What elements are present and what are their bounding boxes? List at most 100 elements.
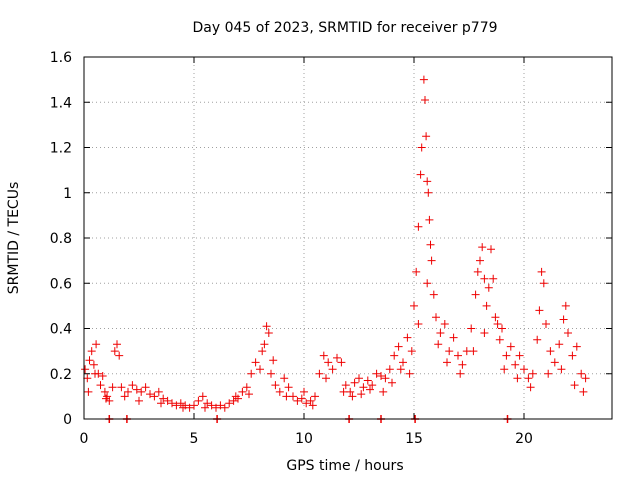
data-point (416, 170, 425, 179)
data-point (179, 403, 187, 412)
data-point (159, 394, 168, 403)
data-point (489, 274, 498, 283)
data-point (390, 351, 399, 360)
data-point (341, 381, 350, 390)
data-point (434, 340, 443, 349)
data-point (262, 322, 271, 331)
data-point (308, 401, 317, 410)
data-point (328, 365, 337, 374)
data-point (231, 392, 240, 401)
data-point (559, 315, 568, 324)
data-point (414, 222, 423, 231)
data-point (87, 347, 96, 356)
data-point (85, 356, 94, 365)
data-point (350, 378, 359, 387)
data-point (355, 374, 363, 383)
data-point (315, 369, 324, 378)
data-point (511, 360, 520, 369)
axis-ticks: 0 5 10 15 20 0 0.2 0.4 0.6 0.8 1 1.2 1.4 1.6 (50, 50, 612, 447)
data-point (399, 358, 407, 367)
data-point (251, 358, 260, 367)
data-point (220, 403, 229, 412)
data-point (368, 381, 377, 390)
data-point (216, 401, 225, 410)
data-point (429, 290, 438, 299)
x-tick-label: 10 (295, 431, 313, 447)
data-point (454, 351, 462, 360)
data-point (561, 301, 570, 310)
data-point (339, 387, 348, 396)
data-point (258, 347, 267, 356)
data-point (212, 403, 220, 412)
data-point (110, 347, 119, 356)
data-point (419, 75, 428, 84)
data-point (89, 360, 98, 369)
data-point (176, 399, 185, 408)
data-point (201, 403, 209, 412)
data-point (225, 399, 234, 408)
data-point (348, 392, 357, 401)
data-point (324, 358, 333, 367)
data-point (284, 383, 293, 392)
data-point (141, 383, 150, 392)
data-point (535, 306, 544, 315)
data-point (513, 374, 522, 383)
data-point (544, 369, 553, 378)
data-point (120, 392, 129, 401)
data-point (96, 381, 105, 390)
data-point (473, 267, 482, 276)
data-point (100, 387, 109, 396)
data-point (302, 399, 311, 408)
x-tick-label: 15 (405, 431, 423, 447)
data-point (471, 290, 480, 299)
data-point (396, 365, 405, 374)
data-point (577, 369, 586, 378)
data-point (275, 387, 284, 396)
data-point (337, 358, 346, 367)
data-point (539, 279, 548, 288)
data-point (363, 376, 372, 385)
data-point (422, 132, 431, 141)
data-point (163, 396, 172, 405)
grid (84, 57, 612, 419)
y-tick-label: 0.8 (50, 231, 72, 247)
x-tick-label: 20 (515, 431, 533, 447)
data-point (388, 378, 396, 387)
y-tick-label: 0 (63, 412, 72, 428)
data-point (480, 329, 489, 337)
data-point (506, 342, 515, 351)
y-tick-label: 0.4 (50, 322, 72, 338)
data-point (394, 342, 403, 351)
data-point (480, 274, 489, 283)
data-point (150, 392, 159, 401)
y-tick-label: 1 (63, 186, 72, 202)
data-point (269, 356, 278, 365)
data-point (385, 365, 394, 374)
data-point (172, 401, 181, 410)
data-point (564, 329, 572, 337)
data-point (482, 301, 491, 310)
data-point (568, 351, 577, 360)
data-point (410, 301, 418, 310)
chart-title: Day 045 of 2023, SRMTID for receiver p77… (192, 20, 497, 36)
data-point (108, 383, 117, 392)
data-point (146, 390, 154, 399)
data-point (458, 360, 467, 369)
data-point (267, 369, 275, 378)
data-point (412, 267, 421, 276)
y-tick-label: 1.2 (50, 141, 72, 157)
data-point (581, 374, 590, 383)
data-point (381, 374, 390, 383)
data-point (484, 283, 493, 292)
data-point (423, 177, 432, 186)
data-point (555, 340, 564, 349)
data-point (245, 390, 253, 399)
x-axis-label: GPS time / hours (286, 458, 403, 474)
data-point (469, 347, 478, 356)
data-point (154, 387, 163, 396)
data-point (557, 365, 566, 374)
data-point (379, 387, 388, 396)
data-point (83, 374, 92, 383)
data-point (238, 387, 247, 396)
data-point (572, 342, 581, 351)
